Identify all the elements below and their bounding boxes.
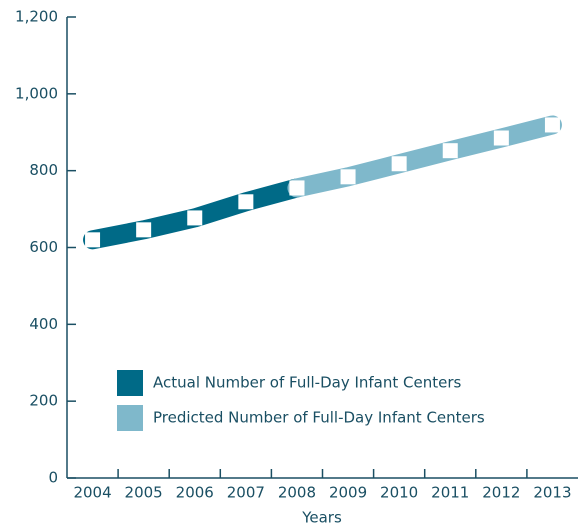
x-tick-label: 2011 [431, 484, 469, 502]
point-marker [442, 143, 458, 159]
legend-label: Predicted Number of Full-Day Infant Cent… [153, 409, 485, 427]
point-marker [136, 222, 152, 238]
y-tick-label: 800 [29, 161, 58, 179]
y-tick-label: 400 [29, 315, 58, 333]
x-tick-label: 2004 [73, 484, 111, 502]
x-tick-label: 2010 [380, 484, 418, 502]
point-marker [85, 232, 101, 248]
point-marker [187, 210, 203, 226]
y-tick-label: 1,200 [15, 8, 58, 26]
y-tick-label: 600 [29, 238, 58, 256]
x-tick-label: 2006 [176, 484, 214, 502]
x-tick-label: 2007 [227, 484, 265, 502]
point-marker [544, 117, 560, 133]
x-tick-label: 2008 [278, 484, 316, 502]
legend-swatch [117, 405, 143, 431]
y-tick-label: 1,000 [15, 84, 58, 102]
x-tick-label: 2009 [329, 484, 367, 502]
series-line [287, 115, 562, 198]
x-tick-label: 2005 [125, 484, 163, 502]
point-marker [391, 156, 407, 172]
point-marker [493, 130, 509, 146]
point-marker [289, 180, 305, 196]
legend-label: Actual Number of Full-Day Infant Centers [153, 374, 462, 392]
x-tick-label: 2012 [482, 484, 520, 502]
x-tick-label: 2013 [533, 484, 571, 502]
y-tick-label: 0 [48, 469, 58, 487]
point-marker [238, 194, 254, 210]
legend-swatch [117, 370, 143, 396]
y-tick-label: 200 [29, 392, 58, 410]
point-marker [340, 169, 356, 185]
x-axis-label: Years [301, 509, 342, 527]
